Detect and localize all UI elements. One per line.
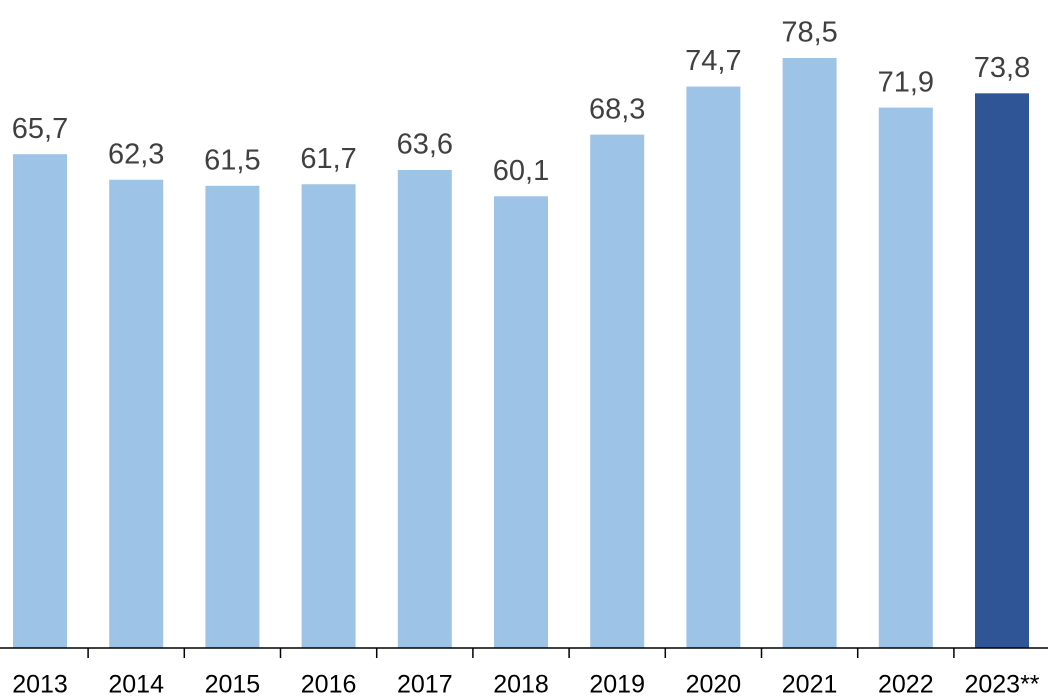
x-tick-label: 2017: [397, 671, 453, 697]
x-tick-label: 2020: [686, 671, 742, 697]
bar: [494, 196, 548, 648]
value-label: 74,7: [685, 45, 741, 77]
value-label: 61,5: [204, 144, 260, 176]
value-label: 62,3: [108, 138, 164, 170]
value-label: 73,8: [974, 52, 1030, 84]
value-label: 71,9: [878, 66, 934, 98]
x-tick-label: 2021: [782, 671, 838, 697]
value-label: 63,6: [397, 129, 453, 161]
bar: [878, 107, 933, 648]
x-tick-label: 2023**: [964, 671, 1039, 697]
bar: [13, 154, 67, 648]
x-tick-label: 2018: [493, 671, 549, 697]
bar: [109, 179, 164, 648]
bar: [397, 169, 452, 649]
x-tick-label: 2016: [301, 671, 357, 697]
value-label: 65,7: [12, 113, 68, 145]
x-tick-label: 2014: [108, 671, 164, 697]
value-label: 78,5: [781, 17, 837, 49]
value-label: 68,3: [589, 93, 645, 125]
x-tick-label: 2013: [12, 671, 68, 697]
bar: [205, 185, 260, 649]
bar: [975, 93, 1029, 649]
x-tick-label: 2015: [205, 671, 261, 697]
bar: [686, 86, 741, 649]
bar: [590, 134, 645, 648]
bar: [301, 184, 356, 648]
value-label: 61,7: [300, 143, 356, 175]
x-tick-label: 2019: [589, 671, 645, 697]
value-label: 60,1: [493, 155, 549, 187]
x-tick-label: 2022: [878, 671, 934, 697]
bar: [782, 58, 837, 648]
